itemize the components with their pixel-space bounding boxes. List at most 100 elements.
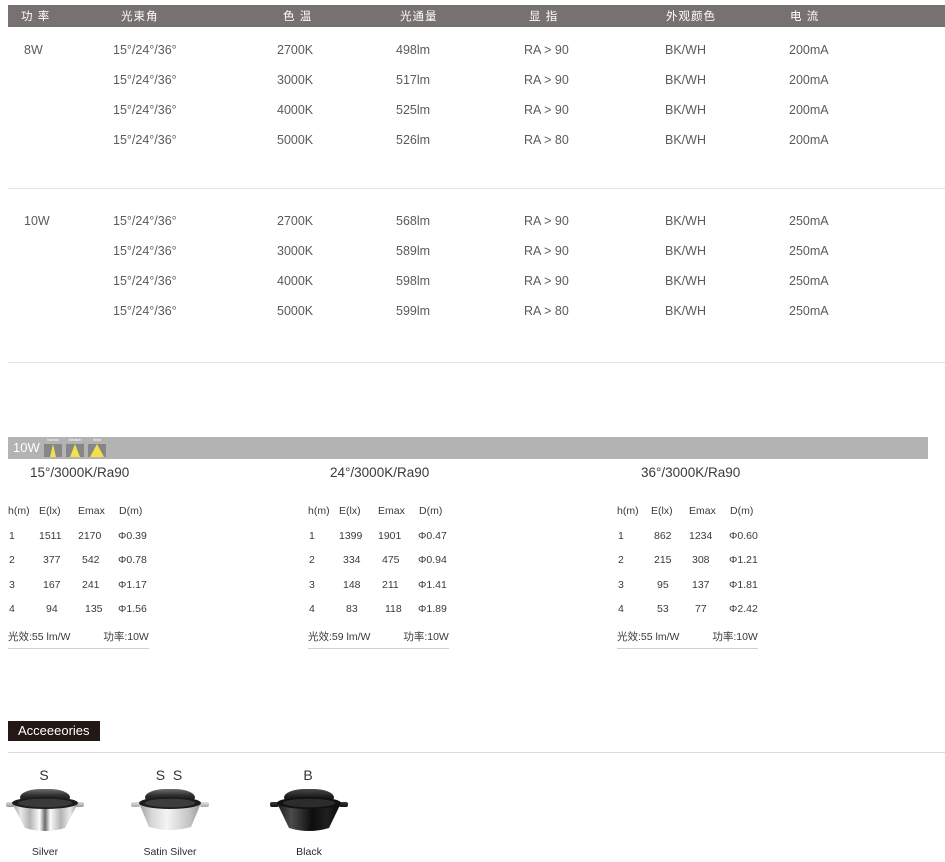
cell-current: 200mA [789,103,829,117]
cell-color: BK/WH [665,133,706,147]
pm-e: 1399 [339,529,363,542]
pm-e: 148 [343,578,361,591]
cell-cct: 2700K [277,214,314,228]
cell-color: BK/WH [665,103,706,117]
spec-col-cct: 色 温 [283,11,313,23]
photometric-footer: 光效:59 lm/W 功率:10W [308,627,449,649]
spec-group-8w: 8W 15°/24°/36° 2700K 498lm RA > 90 BK/WH… [0,35,945,155]
pm-e: 83 [346,603,358,615]
photometric-row: 4 94 135 Φ1.56 [8,603,208,628]
table-row: 15°/24°/36° 4000K 525lm RA > 90 BK/WH 20… [0,95,945,125]
pm-h: 4 [618,603,624,615]
photometric-row: 3 148 211 Φ1.41 [308,579,508,604]
section-divider [8,362,945,363]
cell-flux: 526lm [396,133,431,147]
pm-efficacy: 光效:55 lm/W [8,631,71,643]
cell-flux: 599lm [396,304,431,318]
reflector-tab-left [6,802,15,807]
reflector-tab-left [131,802,140,807]
wide-beam-icon: Wide [88,438,106,457]
pm-emax: 1901 [378,529,402,542]
cell-flux: 589lm [396,244,431,258]
cell-current: 200mA [789,73,829,87]
photometric-row: 2 334 475 Φ0.94 [308,554,508,579]
cell-cct: 4000K [277,274,314,288]
pm-d: Φ0.47 [418,529,447,542]
pm-emax: 77 [695,603,707,615]
spec-col-power: 功 率 [21,11,51,23]
cell-beam: 15°/24°/36° [113,274,177,288]
reflector-tab-right [200,802,209,807]
pm-e: 53 [657,603,669,615]
pm-d: Φ1.89 [418,603,447,615]
narrow-beam-box [44,444,62,457]
pm-emax: 1234 [689,529,713,542]
pm-col-h: h(m) [8,505,30,517]
pm-col-e: E(lx) [339,505,361,517]
photometric-row: 4 53 77 Φ2.42 [611,603,811,628]
cell-power: 8W [24,43,43,57]
pm-e: 1511 [39,529,62,542]
cell-current: 200mA [789,133,829,147]
black-reflector-image [270,789,348,839]
photometric-header-row: h(m) E(lx) Emax D(m) [611,505,811,530]
pm-h: 2 [309,554,315,566]
pm-h: 2 [618,554,624,566]
cell-current: 250mA [789,244,829,258]
pm-col-h: h(m) [308,505,330,517]
photometric-row: 4 83 118 Φ1.89 [308,603,508,628]
photometric-footer: 光效:55 lm/W 功率:10W [617,627,758,649]
pm-power: 功率:10W [712,631,758,643]
pm-emax: 542 [82,554,100,566]
cell-cct: 5000K [277,304,314,318]
cell-current: 250mA [789,304,829,318]
cell-cri: RA > 80 [524,304,569,318]
section-divider [8,188,945,189]
accessory-satin-silver[interactable]: S S Satin Silver [105,765,235,858]
pm-emax: 118 [385,603,402,615]
pm-e: 862 [654,529,672,542]
table-row: 15°/24°/36° 4000K 598lm RA > 90 BK/WH 25… [0,266,945,296]
photometric-row: 1 1399 1901 Φ0.47 [308,530,508,555]
accessory-code: S S [155,767,185,783]
pm-h: 3 [618,578,624,591]
accessory-black[interactable]: B Black [244,765,374,858]
silver-reflector-image [6,789,84,839]
cell-cct: 5000K [277,133,314,147]
cell-color: BK/WH [665,214,706,228]
table-row: 15°/24°/36° 3000K 589lm RA > 90 BK/WH 25… [0,236,945,266]
pm-power: 功率:10W [403,631,449,643]
pm-d: Φ1.41 [418,578,447,591]
spec-col-current: 电 流 [790,11,820,23]
medium-beam-box [66,444,84,457]
cell-beam: 15°/24°/36° [113,214,177,228]
accessory-name: Silver [31,846,59,858]
cell-current: 250mA [789,214,829,228]
photometric-row: 3 95 137 Φ1.81 [611,579,811,604]
cell-power: 10W [24,214,50,228]
cell-cri: RA > 90 [524,214,569,228]
pm-col-h: h(m) [617,505,639,517]
satin-silver-reflector-image [131,789,209,839]
pm-col-emax: Emax [78,505,105,517]
pm-col-d: D(m) [119,505,143,517]
pm-e: 377 [43,554,61,566]
cell-color: BK/WH [665,244,706,258]
accessory-name: Black [296,846,322,858]
reflector-tab-left [270,802,279,807]
pm-col-emax: Emax [378,505,405,517]
pm-d: Φ1.81 [729,578,758,591]
cell-color: BK/WH [665,304,706,318]
photometric-wattage: 10W [13,440,40,455]
accessory-silver[interactable]: S Silver [0,765,110,858]
spec-col-cri: 显 指 [529,11,559,23]
pm-emax: 2170 [78,529,102,542]
pm-d: Φ0.78 [118,554,147,566]
pm-d: Φ1.17 [118,578,147,591]
photometric-row: 2 377 542 Φ0.78 [8,554,208,579]
photometric-footer: 光效:55 lm/W 功率:10W [8,627,149,649]
pm-e: 167 [43,578,61,591]
pm-h: 2 [9,554,15,566]
cell-beam: 15°/24°/36° [113,304,177,318]
photometric-header-row: h(m) E(lx) Emax D(m) [8,505,208,530]
